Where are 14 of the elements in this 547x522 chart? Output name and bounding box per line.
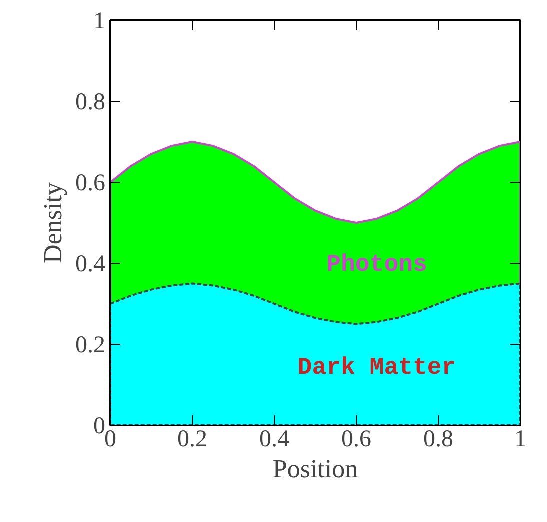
x-tick-label: 0.6: [342, 426, 372, 452]
y-tick-label: 0.6: [76, 170, 106, 196]
y-tick-label: 0.4: [76, 252, 106, 278]
x-tick-label: 0.4: [260, 426, 290, 452]
series-label: Photons: [326, 252, 428, 279]
y-tick-label: 0.8: [76, 90, 106, 116]
x-tick-label: 0.8: [424, 426, 454, 452]
x-tick-label: 1: [514, 426, 526, 452]
y-tick-label: 1: [94, 8, 106, 34]
x-axis-title: Position: [272, 454, 358, 484]
series-label: Dark Matter: [298, 355, 456, 382]
y-axis-title: Density: [38, 182, 68, 264]
y-tick-label: 0.2: [76, 332, 106, 358]
x-tick-label: 0.2: [178, 426, 208, 452]
